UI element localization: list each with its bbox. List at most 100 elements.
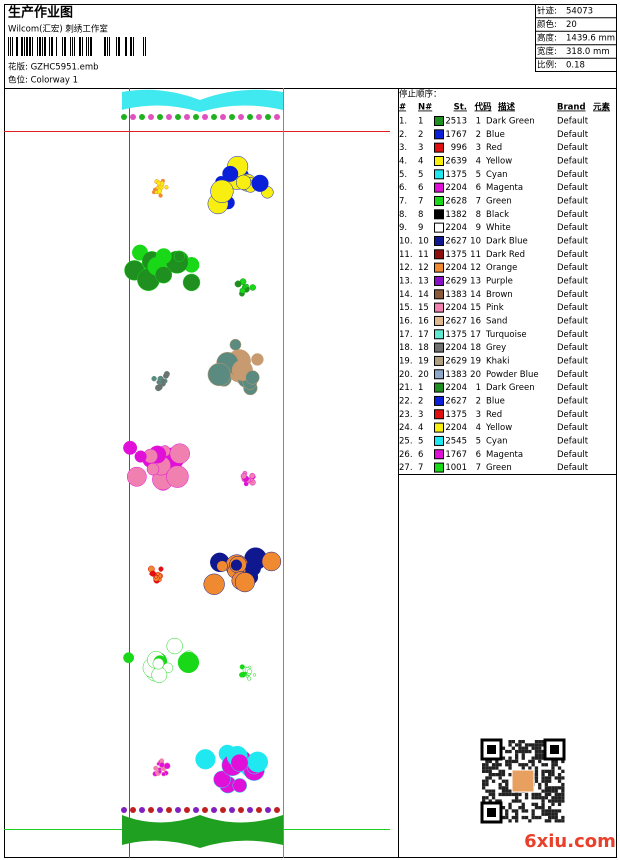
qr-cell bbox=[482, 799, 486, 803]
description: Powder Blue bbox=[486, 370, 539, 380]
brand: Default bbox=[557, 263, 589, 273]
barcode-bar bbox=[133, 37, 134, 56]
motif-petal bbox=[216, 560, 228, 572]
qr-cell bbox=[521, 740, 525, 744]
qr-cell bbox=[491, 789, 496, 793]
qr-cell bbox=[485, 796, 489, 800]
qr-cell bbox=[538, 782, 542, 787]
qr-cell bbox=[515, 809, 519, 813]
row-number: 7. bbox=[399, 196, 407, 206]
qr-cell bbox=[485, 779, 489, 783]
top-border-motif bbox=[122, 89, 283, 112]
barcode-bar bbox=[8, 37, 9, 56]
motif-petal bbox=[156, 384, 163, 391]
qr-cell bbox=[508, 819, 512, 823]
qr-cell bbox=[551, 786, 555, 790]
code: 3 bbox=[476, 410, 481, 420]
qr-cell bbox=[541, 809, 545, 813]
needle: 1 bbox=[418, 117, 423, 127]
qr-cell bbox=[541, 799, 545, 803]
barcode-bar bbox=[16, 37, 18, 56]
qr-cell bbox=[482, 763, 486, 767]
qr-cell bbox=[511, 740, 515, 744]
qr-cell bbox=[538, 806, 542, 810]
qr-cell bbox=[498, 776, 502, 780]
qr-cell bbox=[521, 753, 525, 757]
column-header: 元素 bbox=[593, 102, 611, 113]
qr-cell bbox=[505, 779, 509, 783]
code: 7 bbox=[476, 463, 481, 473]
qr-cell bbox=[485, 766, 489, 770]
border-bead bbox=[265, 114, 271, 120]
qr-cell bbox=[557, 792, 562, 797]
qr-cell bbox=[491, 779, 496, 783]
row-number: 26. bbox=[399, 450, 413, 460]
brand: Default bbox=[557, 276, 589, 286]
needle: 10 bbox=[418, 236, 429, 246]
qr-cell bbox=[557, 819, 562, 823]
border-bead bbox=[193, 807, 199, 813]
motif-petal bbox=[155, 571, 160, 576]
row-number: 13. bbox=[399, 276, 413, 286]
needle: 2 bbox=[418, 396, 423, 406]
stitches: 2629 bbox=[445, 276, 467, 286]
row-number: 25. bbox=[399, 436, 413, 446]
qr-cell bbox=[505, 786, 509, 790]
company: Wilcom(汇宏) 刺绣工作室 bbox=[8, 24, 108, 35]
row-number: 4. bbox=[399, 156, 407, 166]
motif-petal bbox=[239, 672, 245, 678]
motif-petal bbox=[177, 651, 200, 674]
brand: Default bbox=[557, 303, 589, 313]
motif-petal bbox=[247, 676, 252, 681]
motif-petal bbox=[156, 180, 162, 186]
qr-cell bbox=[524, 763, 529, 767]
stitches: 1375 bbox=[445, 250, 467, 260]
stitches: 1382 bbox=[445, 210, 467, 220]
qr-cell bbox=[544, 779, 548, 783]
code: 12 bbox=[470, 263, 481, 273]
needle: 20 bbox=[418, 370, 429, 380]
needle: 5 bbox=[418, 436, 423, 446]
qr-cell bbox=[521, 766, 525, 770]
qr-cell bbox=[531, 809, 535, 813]
row-number: 11. bbox=[399, 250, 413, 260]
brand: Default bbox=[557, 196, 589, 206]
qr-cell bbox=[544, 792, 548, 797]
qr-cell bbox=[531, 812, 535, 816]
description: Yellow bbox=[485, 423, 512, 433]
qr-cell bbox=[511, 815, 515, 820]
color-swatch bbox=[434, 315, 444, 326]
qr-cell bbox=[541, 779, 545, 783]
brand: Default bbox=[557, 423, 589, 433]
needle: 8 bbox=[418, 210, 423, 220]
qr-cell bbox=[501, 773, 506, 777]
qr-cell bbox=[518, 743, 522, 747]
motif-petal bbox=[163, 762, 171, 770]
brand: Default bbox=[557, 450, 589, 460]
barcode-bar bbox=[109, 37, 110, 56]
motif-petal bbox=[146, 462, 160, 476]
needle: 3 bbox=[418, 143, 423, 153]
brand: Default bbox=[557, 410, 589, 420]
qr-cell bbox=[554, 819, 558, 823]
code: 1 bbox=[476, 117, 481, 127]
barcode-bar bbox=[130, 37, 132, 56]
qr-cell bbox=[511, 799, 515, 803]
border-bead bbox=[121, 807, 127, 813]
row-number: 27. bbox=[399, 463, 413, 473]
qr-cell bbox=[534, 802, 539, 806]
qr-cell bbox=[538, 756, 542, 760]
brand: Default bbox=[557, 210, 589, 220]
color-swatch bbox=[434, 449, 444, 460]
brand: Default bbox=[557, 370, 589, 380]
qr-cell bbox=[544, 786, 548, 790]
code: 6 bbox=[476, 450, 481, 460]
row-number: 10. bbox=[399, 236, 413, 246]
brand: Default bbox=[557, 117, 589, 127]
qr-cell bbox=[534, 815, 539, 820]
qr-cell bbox=[521, 815, 525, 820]
qr-cell bbox=[508, 806, 512, 810]
qr-cell bbox=[551, 759, 555, 764]
qr-cell bbox=[505, 792, 509, 797]
code: 5 bbox=[476, 170, 481, 180]
